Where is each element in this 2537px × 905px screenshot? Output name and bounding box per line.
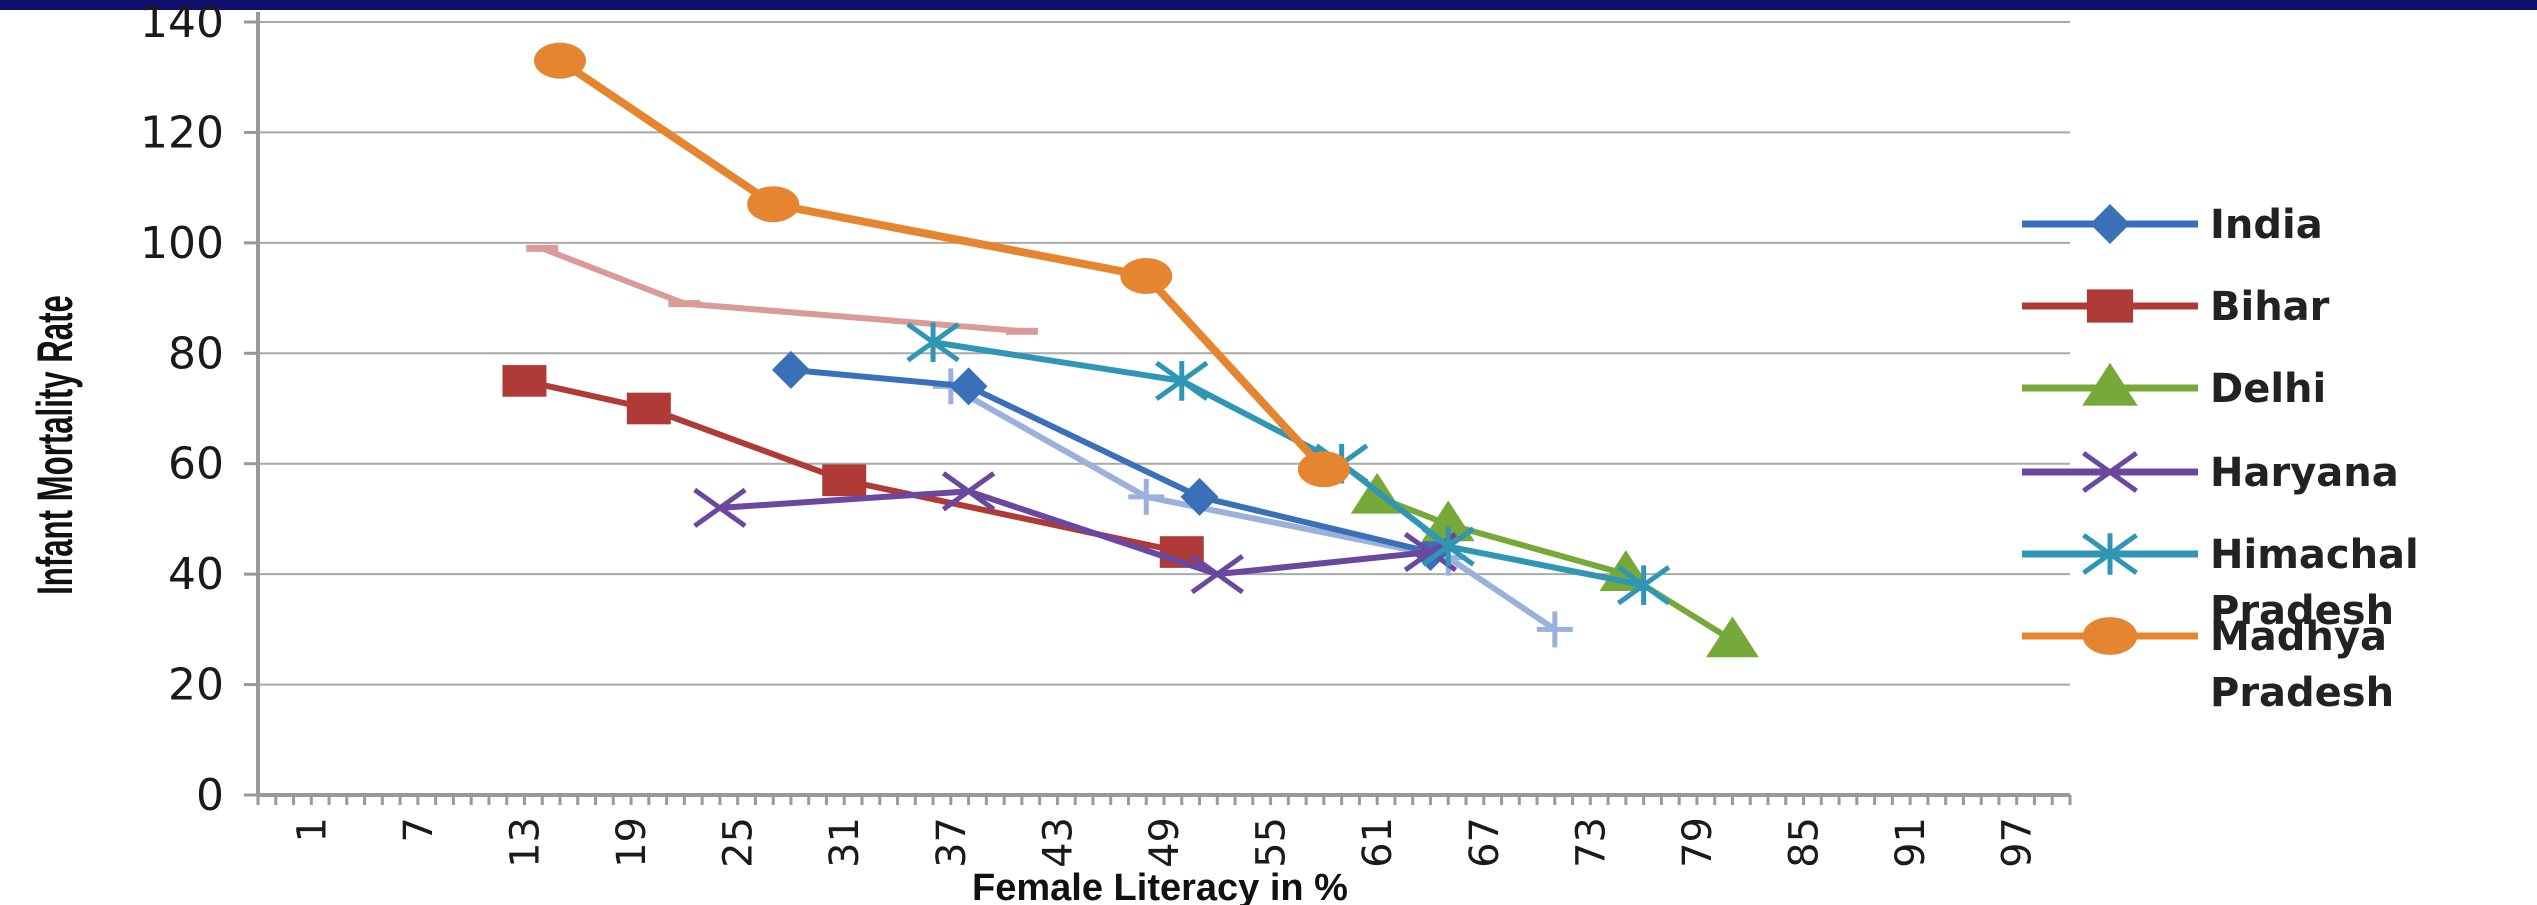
legend-item: Madhya Pradesh <box>2022 614 2394 716</box>
gridlines <box>258 21 2070 686</box>
y-tick-label: 120 <box>140 107 224 158</box>
data-point <box>949 367 988 406</box>
data-point <box>1616 565 1671 606</box>
series-line <box>556 56 1328 474</box>
y-axis-tick-labels: 0 20 40 60 80 100 120 140 <box>140 0 224 821</box>
x-tick-label: 13 <box>502 817 548 868</box>
series-line <box>521 377 1185 556</box>
data-point <box>906 322 960 363</box>
y-tick-label: 100 <box>140 218 224 269</box>
series-unlabeled-6 <box>526 244 1038 335</box>
data-point <box>626 392 671 425</box>
legend-item: Haryana <box>2022 450 2399 496</box>
x-tick-label: 91 <box>1888 817 1934 868</box>
data-point <box>822 464 867 497</box>
y-axis-title: Infant Mortality Rate <box>26 295 82 595</box>
y-tick-label: 140 <box>140 0 224 48</box>
x-tick-label: 7 <box>396 817 442 842</box>
legend-label-line: Pradesh <box>2210 670 2394 716</box>
x-tick-label: 55 <box>1249 817 1295 868</box>
data-point <box>1536 611 1573 648</box>
data-point <box>1190 554 1244 595</box>
x-tick-label: 61 <box>1355 817 1401 868</box>
series-haryana <box>693 471 1458 595</box>
series-line <box>947 383 1558 633</box>
series-madhya-pradesh <box>534 42 1350 488</box>
data-point <box>1128 478 1165 515</box>
y-tick-label: 20 <box>168 660 224 711</box>
legend-label: India <box>2210 202 2323 248</box>
data-point <box>1120 257 1173 294</box>
data-point <box>502 365 547 397</box>
x-tick-label: 85 <box>1782 817 1828 868</box>
series-line <box>787 366 1434 556</box>
legend-label-line: Himachal <box>2210 532 2419 578</box>
x-tick-label: 79 <box>1675 817 1721 868</box>
legend-label: Delhi <box>2210 366 2326 412</box>
x-axis-title: Female Literacy in % <box>972 867 1348 905</box>
data-point <box>1180 477 1219 516</box>
x-tick-label: 97 <box>1995 817 2041 868</box>
data-point <box>1155 360 1209 401</box>
data-point <box>1706 616 1759 658</box>
series-bihar <box>502 365 1204 568</box>
x-tick-label: 73 <box>1568 817 1614 868</box>
x-tick-label: 31 <box>822 817 868 868</box>
legend-item: Himachal Pradesh <box>2022 532 2419 634</box>
legend-label: Madhya Pradesh <box>2210 614 2394 716</box>
y-tick-label: 60 <box>168 439 224 490</box>
x-tick-label: 49 <box>1142 817 1188 868</box>
x-axis-tick-labels: 1 7 13 19 25 31 37 43 49 55 61 67 73 79 85 91 97 <box>289 817 2040 868</box>
legend-item: Delhi <box>2022 362 2326 412</box>
x-tick-label: 19 <box>609 817 655 868</box>
top-banner-bar <box>0 0 2537 10</box>
legend-label: Bihar <box>2210 284 2330 330</box>
y-tick-label: 0 <box>196 770 224 821</box>
data-point <box>1297 451 1350 488</box>
data-point <box>941 471 996 512</box>
legend-item: India <box>2022 202 2323 248</box>
data-point <box>1421 526 1475 567</box>
data-point <box>2086 289 2134 323</box>
x-tick-label: 67 <box>1462 817 1508 868</box>
series-lines <box>502 42 1759 658</box>
legend-item: Bihar <box>2022 284 2330 330</box>
y-tick-label: 80 <box>168 328 224 379</box>
data-point <box>771 350 810 389</box>
legend-label: Himachal Pradesh <box>2210 532 2419 634</box>
x-tick-label: 43 <box>1035 817 1081 868</box>
data-point <box>2082 362 2138 406</box>
x-tick-label: 25 <box>716 817 762 868</box>
data-point <box>2082 617 2138 655</box>
data-point <box>747 186 800 223</box>
data-point <box>2082 533 2138 575</box>
axes <box>244 12 2072 805</box>
series-line <box>539 245 1025 335</box>
data-point <box>2082 451 2138 493</box>
data-point <box>1421 500 1475 542</box>
legend-label-line: Madhya <box>2210 614 2387 660</box>
legend-label-line: Pradesh <box>2210 588 2394 634</box>
data-point <box>534 42 586 79</box>
data-point <box>693 487 747 528</box>
series-line <box>1374 493 1736 644</box>
y-tick-label: 40 <box>168 549 224 600</box>
series-line <box>716 488 1434 578</box>
legend-label: Haryana <box>2210 450 2399 496</box>
data-point <box>2090 204 2130 244</box>
x-tick-label: 37 <box>929 817 975 868</box>
x-tick-label: 1 <box>289 817 335 842</box>
